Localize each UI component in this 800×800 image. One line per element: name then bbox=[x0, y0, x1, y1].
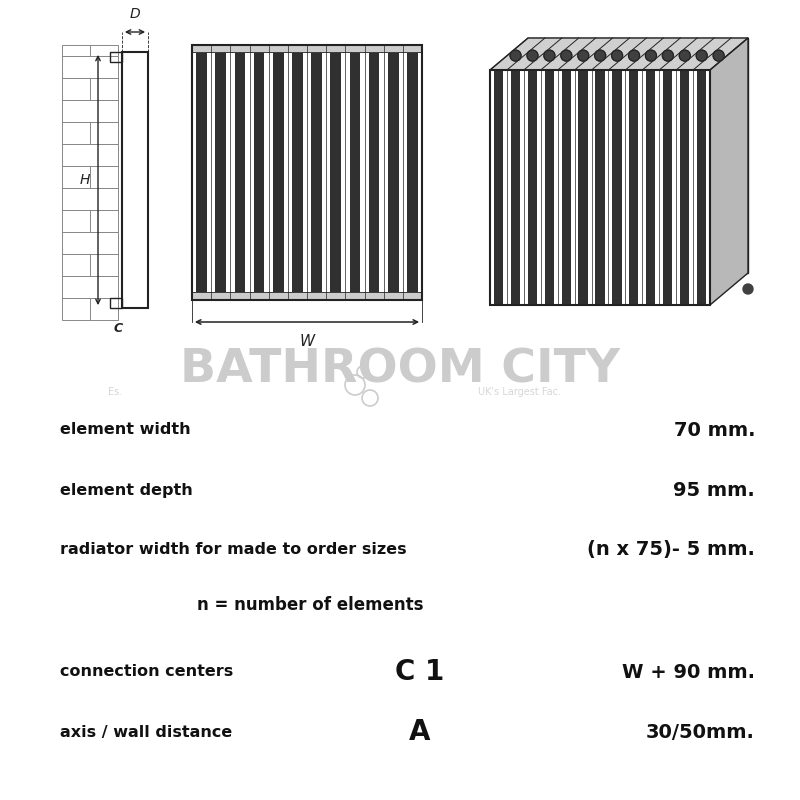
Text: C: C bbox=[114, 322, 122, 335]
Bar bbox=[192, 292, 422, 300]
Bar bbox=[680, 70, 690, 305]
Text: element width: element width bbox=[60, 422, 190, 438]
Polygon shape bbox=[490, 38, 748, 70]
Text: H: H bbox=[80, 173, 90, 187]
Circle shape bbox=[696, 50, 707, 61]
Text: BATHROOM CITY: BATHROOM CITY bbox=[180, 347, 620, 393]
Text: element depth: element depth bbox=[60, 482, 193, 498]
Circle shape bbox=[713, 50, 724, 61]
Bar bbox=[326, 53, 346, 292]
Circle shape bbox=[544, 50, 555, 61]
Bar bbox=[562, 70, 571, 305]
Polygon shape bbox=[528, 38, 748, 273]
Bar bbox=[697, 70, 706, 305]
Circle shape bbox=[743, 284, 753, 294]
Text: C 1: C 1 bbox=[395, 658, 445, 686]
Text: 95 mm.: 95 mm. bbox=[674, 481, 755, 499]
Bar bbox=[403, 53, 422, 292]
Text: Es.: Es. bbox=[108, 387, 122, 397]
Bar bbox=[62, 45, 118, 56]
Bar bbox=[196, 53, 207, 292]
Circle shape bbox=[612, 50, 622, 61]
Bar bbox=[388, 53, 398, 292]
Text: 70 mm.: 70 mm. bbox=[674, 421, 755, 439]
Bar bbox=[62, 144, 118, 166]
Bar bbox=[273, 53, 283, 292]
Bar bbox=[62, 254, 118, 276]
Bar bbox=[62, 276, 118, 298]
Bar bbox=[62, 78, 118, 100]
Bar bbox=[490, 70, 710, 305]
Text: A: A bbox=[410, 718, 430, 746]
Bar bbox=[62, 166, 118, 188]
Bar bbox=[288, 53, 307, 292]
Circle shape bbox=[646, 50, 657, 61]
Circle shape bbox=[679, 50, 690, 61]
Polygon shape bbox=[710, 38, 748, 305]
Bar bbox=[311, 53, 322, 292]
Bar bbox=[62, 232, 118, 254]
Bar bbox=[215, 53, 226, 292]
Text: W: W bbox=[299, 334, 314, 349]
Bar bbox=[292, 53, 302, 292]
Bar bbox=[62, 210, 118, 232]
Circle shape bbox=[629, 50, 639, 61]
Circle shape bbox=[594, 50, 606, 61]
Bar bbox=[234, 53, 245, 292]
Circle shape bbox=[662, 50, 674, 61]
Text: D: D bbox=[130, 7, 140, 21]
Bar bbox=[578, 70, 588, 305]
Bar bbox=[62, 188, 118, 210]
Bar bbox=[510, 70, 520, 305]
Bar bbox=[62, 298, 118, 320]
Bar bbox=[211, 53, 230, 292]
Bar bbox=[528, 70, 537, 305]
Text: UK's Largest Fac.: UK's Largest Fac. bbox=[478, 387, 561, 397]
Bar bbox=[490, 70, 710, 305]
Bar bbox=[369, 53, 379, 292]
Bar bbox=[230, 53, 250, 292]
Text: connection centers: connection centers bbox=[60, 665, 234, 679]
Text: 30/50mm.: 30/50mm. bbox=[646, 722, 755, 742]
Text: W + 90 mm.: W + 90 mm. bbox=[622, 662, 755, 682]
Bar bbox=[62, 122, 118, 144]
Text: n = number of elements: n = number of elements bbox=[197, 596, 423, 614]
Bar bbox=[62, 100, 118, 122]
Bar bbox=[494, 70, 503, 305]
Bar bbox=[122, 52, 148, 308]
Bar bbox=[254, 53, 264, 292]
Bar bbox=[365, 53, 384, 292]
Bar bbox=[346, 53, 365, 292]
Bar bbox=[307, 53, 326, 292]
Bar bbox=[612, 70, 622, 305]
Bar bbox=[629, 70, 638, 305]
Circle shape bbox=[561, 50, 572, 61]
Bar bbox=[192, 45, 422, 300]
Bar bbox=[269, 53, 288, 292]
Bar bbox=[62, 56, 118, 78]
Bar bbox=[545, 70, 554, 305]
Bar bbox=[663, 70, 672, 305]
Bar bbox=[595, 70, 605, 305]
Bar bbox=[350, 53, 360, 292]
Text: radiator width for made to order sizes: radiator width for made to order sizes bbox=[60, 542, 406, 558]
Bar bbox=[384, 53, 403, 292]
Circle shape bbox=[527, 50, 538, 61]
Bar bbox=[110, 298, 122, 308]
Bar bbox=[110, 52, 122, 62]
Text: axis / wall distance: axis / wall distance bbox=[60, 725, 232, 739]
Bar bbox=[192, 53, 211, 292]
Bar bbox=[330, 53, 341, 292]
Circle shape bbox=[578, 50, 589, 61]
Bar bbox=[192, 45, 422, 53]
Bar bbox=[646, 70, 655, 305]
Text: (n x 75)- 5 mm.: (n x 75)- 5 mm. bbox=[587, 541, 755, 559]
Circle shape bbox=[510, 50, 521, 61]
Bar bbox=[250, 53, 269, 292]
Bar bbox=[407, 53, 418, 292]
